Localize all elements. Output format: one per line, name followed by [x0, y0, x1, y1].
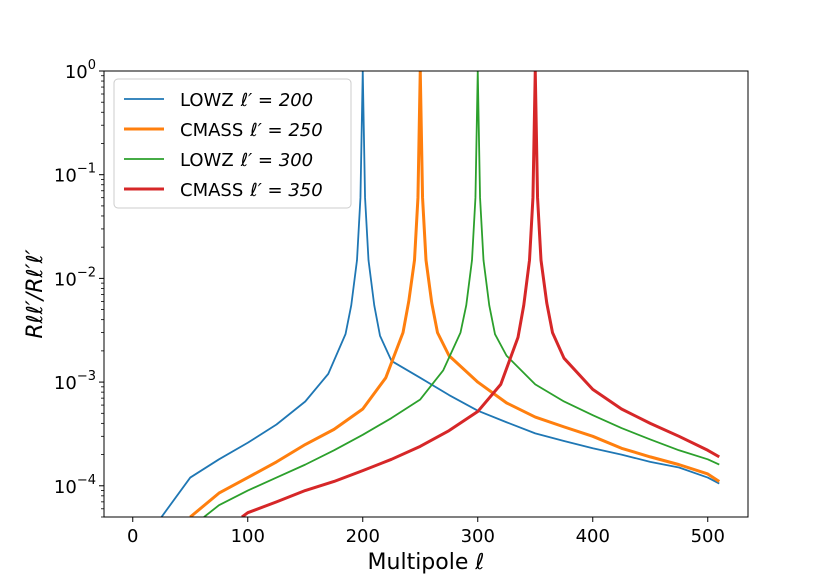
- y-tick-label: 10−1: [54, 162, 96, 187]
- plot-frame: [103, 70, 749, 518]
- legend-label: LOWZ ℓ′ = 300: [180, 150, 313, 171]
- y-tick-label: 10−3: [54, 369, 96, 394]
- legend-ell-prime: ℓ′ = 200: [240, 90, 313, 111]
- legend-label: CMASS ℓ′ = 250: [180, 120, 323, 141]
- x-tick-label: 300: [461, 526, 495, 547]
- x-tick-label: 200: [346, 526, 380, 547]
- x-tick-label: 0: [127, 526, 138, 547]
- y-tick-label: 10−2: [54, 265, 96, 290]
- y-tick-exponent: 0: [88, 58, 96, 73]
- legend-label: CMASS ℓ′ = 350: [180, 180, 323, 201]
- x-axis-label: Multipole ℓ: [368, 550, 485, 575]
- legend-survey: CMASS: [180, 120, 243, 141]
- series-line-1: [160, 71, 720, 517]
- x-tick-label: 100: [231, 526, 265, 547]
- series-line-3: [203, 71, 720, 517]
- x-tick-label: 400: [576, 526, 610, 547]
- legend-survey: LOWZ: [180, 90, 234, 111]
- series-layer: [160, 71, 721, 517]
- x-axis: 0 100 200 300 400 500: [127, 517, 725, 547]
- y-axis-label: Rℓℓ′/Rℓ′ℓ′: [23, 249, 48, 338]
- y-tick-label: 100: [65, 58, 96, 83]
- y-tick-base: 10: [54, 373, 77, 394]
- y-tick-base: 10: [65, 62, 88, 83]
- legend-box: [113, 78, 352, 209]
- x-tick-label: 500: [691, 526, 725, 547]
- y-tick-exponent: −4: [77, 473, 96, 488]
- legend-survey: LOWZ: [180, 150, 234, 171]
- legend-survey: CMASS: [180, 180, 243, 201]
- y-tick-exponent: −3: [77, 369, 96, 384]
- y-tick-base: 10: [54, 166, 77, 187]
- legend: LOWZ ℓ′ = 200 CMASS ℓ′ = 250 LOWZ ℓ′ = 300 CMA…: [113, 78, 352, 209]
- y-tick-exponent: −1: [77, 162, 96, 177]
- y-tick-base: 10: [54, 477, 77, 498]
- series-line-4: [241, 71, 720, 517]
- y-tick-exponent: −2: [77, 265, 96, 280]
- y-tick-label: 10−4: [54, 473, 96, 498]
- legend-label: LOWZ ℓ′ = 200: [180, 90, 313, 111]
- y-tick-base: 10: [54, 269, 77, 290]
- legend-ell-prime: ℓ′ = 300: [240, 150, 313, 171]
- legend-ell-prime: ℓ′ = 250: [249, 120, 322, 141]
- legend-ell-prime: ℓ′ = 350: [249, 180, 322, 201]
- series-line-2: [189, 71, 721, 517]
